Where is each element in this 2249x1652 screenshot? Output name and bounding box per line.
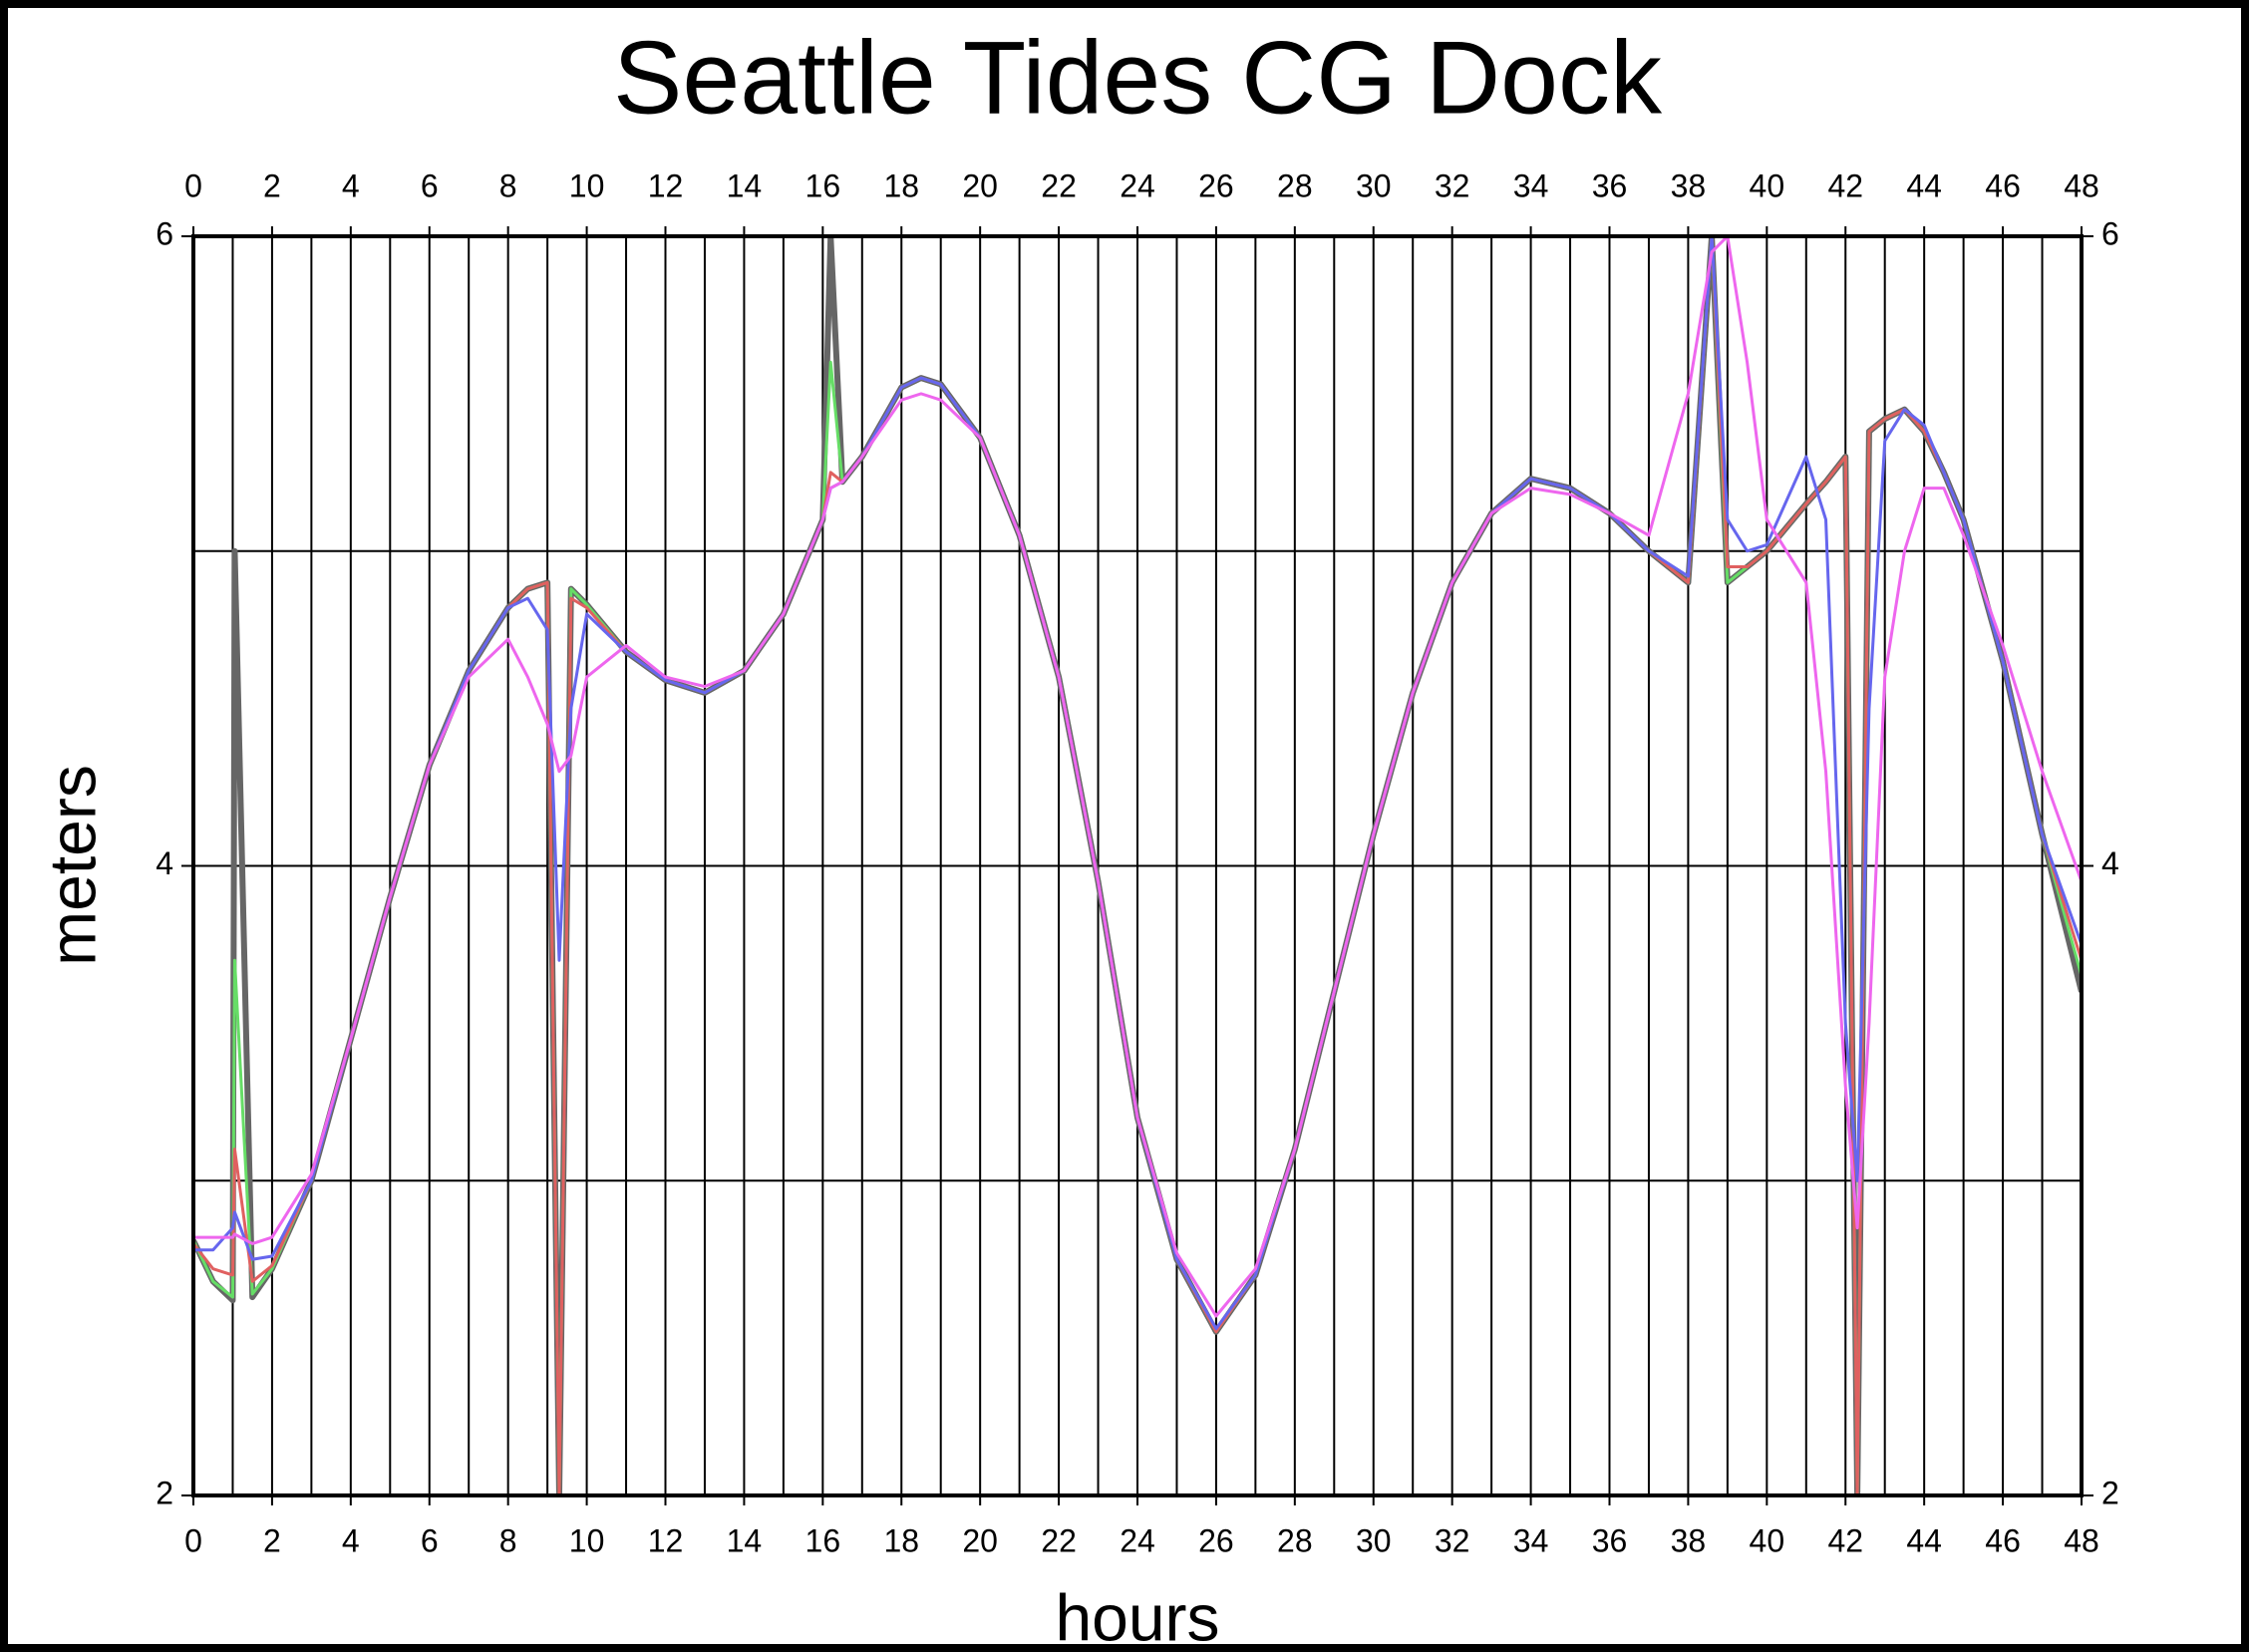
x-tick-label: 38 xyxy=(1671,1522,1707,1558)
x-tick-label: 6 xyxy=(421,1522,439,1558)
x-tick-label: 40 xyxy=(1750,167,1785,203)
x-tick-label: 2 xyxy=(263,1522,281,1558)
y-tick-label: 4 xyxy=(2101,845,2119,881)
x-tick-label: 10 xyxy=(569,1522,605,1558)
x-tick-label: 26 xyxy=(1198,167,1234,203)
x-tick-label: 32 xyxy=(1435,1522,1470,1558)
x-tick-label: 24 xyxy=(1120,1522,1155,1558)
x-tick-label: 20 xyxy=(962,167,998,203)
x-tick-label: 42 xyxy=(1827,167,1863,203)
x-tick-label: 12 xyxy=(648,1522,684,1558)
x-tick-label: 30 xyxy=(1356,1522,1392,1558)
x-tick-label: 48 xyxy=(2064,1522,2099,1558)
x-tick-label: 18 xyxy=(883,1522,919,1558)
x-tick-label: 26 xyxy=(1198,1522,1234,1558)
x-tick-label: 36 xyxy=(1592,167,1628,203)
x-tick-label: 36 xyxy=(1592,1522,1628,1558)
tide-line xyxy=(193,236,2082,1318)
x-tick-label: 4 xyxy=(342,167,360,203)
x-tick-label: 6 xyxy=(421,167,439,203)
x-tick-label: 4 xyxy=(342,1522,360,1558)
x-tick-label: 24 xyxy=(1120,167,1155,203)
x-tick-label: 16 xyxy=(805,167,841,203)
x-tick-label: 46 xyxy=(1985,167,2021,203)
x-tick-label: 22 xyxy=(1041,1522,1077,1558)
plot-border xyxy=(191,234,2084,1497)
x-tick-label: 12 xyxy=(648,167,684,203)
x-tick-label: 8 xyxy=(499,1522,517,1558)
x-tick-label: 8 xyxy=(499,167,517,203)
y-tick-label: 2 xyxy=(2101,1475,2119,1510)
y-tick-label: 4 xyxy=(156,845,173,881)
chart-title: Seattle Tides CG Dock xyxy=(613,20,1663,136)
y-tick-label: 2 xyxy=(156,1475,173,1510)
x-axis-label: hours xyxy=(1055,1580,1219,1652)
x-tick-label: 28 xyxy=(1277,167,1313,203)
y-tick-label: 6 xyxy=(156,215,173,251)
x-tick-label: 30 xyxy=(1356,167,1392,203)
x-tick-label: 44 xyxy=(1906,167,1942,203)
x-tick-label: 28 xyxy=(1277,1522,1313,1558)
y-axis-label: meters xyxy=(35,765,109,966)
x-tick-label: 18 xyxy=(883,167,919,203)
x-tick-label: 20 xyxy=(962,1522,998,1558)
x-tick-label: 0 xyxy=(184,1522,202,1558)
x-tick-label: 10 xyxy=(569,167,605,203)
x-tick-label: 46 xyxy=(1985,1522,2021,1558)
x-tick-label: 38 xyxy=(1671,167,1707,203)
x-tick-label: 22 xyxy=(1041,167,1077,203)
x-tick-label: 32 xyxy=(1435,167,1470,203)
x-tick-label: 14 xyxy=(727,1522,763,1558)
x-tick-label: 16 xyxy=(805,1522,841,1558)
x-tick-label: 40 xyxy=(1750,1522,1785,1558)
x-tick-label: 34 xyxy=(1513,167,1549,203)
x-tick-label: 2 xyxy=(263,167,281,203)
x-tick-label: 0 xyxy=(184,167,202,203)
y-tick-label: 6 xyxy=(2101,215,2119,251)
x-tick-label: 42 xyxy=(1827,1522,1863,1558)
plot-area xyxy=(193,236,2082,1495)
x-tick-label: 44 xyxy=(1906,1522,1942,1558)
x-tick-label: 34 xyxy=(1513,1522,1549,1558)
x-tick-label: 14 xyxy=(727,167,763,203)
x-tick-label: 48 xyxy=(2064,167,2099,203)
